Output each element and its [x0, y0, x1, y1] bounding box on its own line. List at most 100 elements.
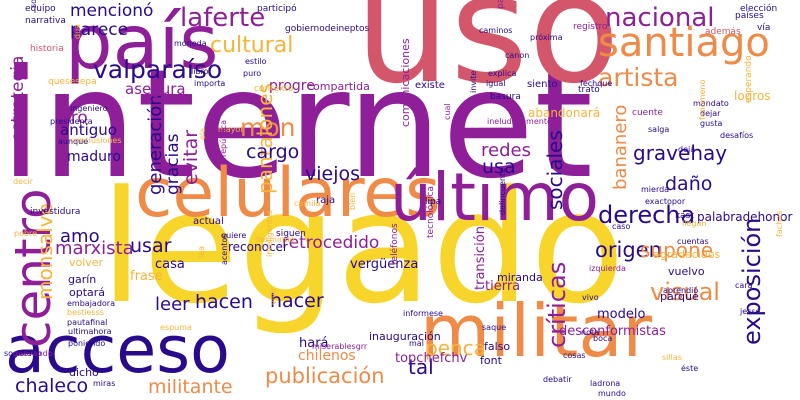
- word: chaleco: [15, 375, 89, 397]
- word: siguen: [276, 229, 306, 239]
- word: internet: [0, 38, 594, 212]
- word: agradecidos: [653, 248, 721, 261]
- word: nacional: [605, 3, 715, 33]
- word: tecnológica: [426, 186, 436, 238]
- word: abandonará: [528, 106, 601, 120]
- word: igual: [486, 79, 506, 88]
- word: militar: [420, 289, 653, 373]
- word: libro: [191, 67, 209, 76]
- word: chilenos: [298, 348, 356, 364]
- word: existe: [415, 80, 445, 91]
- word: deja: [678, 145, 696, 154]
- word: miserablesgrr: [312, 342, 368, 351]
- word: ultimahora: [68, 327, 112, 336]
- word: espuma: [160, 323, 192, 332]
- word: moneda: [174, 39, 207, 48]
- word: militante: [148, 376, 233, 398]
- word: sillas: [662, 353, 682, 362]
- word: nota: [581, 328, 600, 337]
- word: estilo: [245, 57, 267, 66]
- word: salga: [648, 125, 670, 134]
- word: dua: [73, 23, 82, 39]
- word: importa: [194, 79, 226, 88]
- word: bananero: [610, 104, 631, 190]
- word: explica: [488, 69, 517, 78]
- word: gusta: [700, 119, 723, 128]
- word: vía: [757, 23, 771, 33]
- word: gravehay: [633, 141, 728, 165]
- word: topchefchv: [395, 351, 468, 366]
- word: inteligentes: [265, 209, 274, 257]
- word: basura: [490, 92, 521, 102]
- word: próxima: [530, 33, 563, 42]
- word: ingeniero: [70, 104, 108, 113]
- word: contexto: [254, 84, 294, 94]
- word: estrategia: [8, 55, 28, 142]
- word: amo: [60, 226, 100, 247]
- word: artista: [598, 63, 679, 92]
- word: publicación: [265, 364, 385, 388]
- word: mon: [240, 113, 296, 142]
- word: participó: [257, 4, 297, 14]
- word: teléfonos: [390, 223, 400, 265]
- word: exactopor: [645, 197, 686, 206]
- word: equipo: [25, 4, 56, 14]
- word: mencionó: [70, 1, 154, 21]
- word: quiere: [221, 231, 247, 240]
- word: valparaíso: [93, 55, 223, 84]
- word: participa: [496, 0, 506, 9]
- word: marxista: [55, 238, 134, 259]
- word: además: [705, 27, 741, 37]
- word: usa: [482, 156, 516, 178]
- word: leer: [155, 294, 190, 315]
- word: bestiesss: [67, 308, 104, 317]
- word: desmintió: [255, 235, 295, 244]
- word: república: [219, 119, 228, 157]
- word: mal: [409, 339, 424, 348]
- word: debatir: [543, 375, 572, 384]
- word: celulares: [135, 154, 441, 233]
- word: acceso: [5, 313, 230, 388]
- word: penca: [425, 336, 486, 360]
- word: compartida: [307, 80, 370, 93]
- word: progre: [269, 78, 315, 94]
- word: font: [480, 354, 502, 367]
- word: pautafinal: [67, 318, 108, 327]
- word: jessé: [740, 307, 761, 316]
- word: visual: [650, 278, 720, 306]
- word: cargo: [246, 141, 300, 163]
- word: investidura: [30, 207, 81, 217]
- word: modelo: [597, 307, 646, 322]
- word: desconformistas: [559, 324, 666, 339]
- word: vuelvo: [668, 265, 705, 278]
- word: país: [65, 0, 219, 86]
- word: presidenta: [50, 117, 93, 126]
- word: derecha: [598, 201, 696, 229]
- word: reconocer: [228, 240, 288, 254]
- word: monsalve: [33, 203, 57, 300]
- word: mandato: [693, 99, 729, 108]
- word: boca: [593, 334, 613, 343]
- word: dejar: [700, 109, 721, 118]
- word: inauguración: [369, 330, 441, 343]
- word: trató: [578, 85, 600, 95]
- word: casa: [155, 257, 185, 272]
- word: cara: [735, 281, 753, 290]
- word: registro: [573, 22, 608, 32]
- word: fenómeno: [698, 79, 707, 120]
- word: cuentas: [677, 237, 709, 246]
- word: asegura: [125, 80, 186, 98]
- word: maduro: [67, 149, 121, 165]
- word: tierra: [485, 279, 521, 294]
- word: mayol: [218, 125, 243, 134]
- word: santiago: [598, 20, 770, 66]
- word: origen: [595, 238, 662, 262]
- word: historia: [30, 44, 64, 54]
- word: hacen: [195, 291, 253, 313]
- word: ladrona: [590, 379, 621, 388]
- word: redes: [481, 140, 531, 161]
- word: hacer: [270, 290, 324, 312]
- word: parece: [70, 20, 129, 40]
- word: invite: [469, 70, 478, 93]
